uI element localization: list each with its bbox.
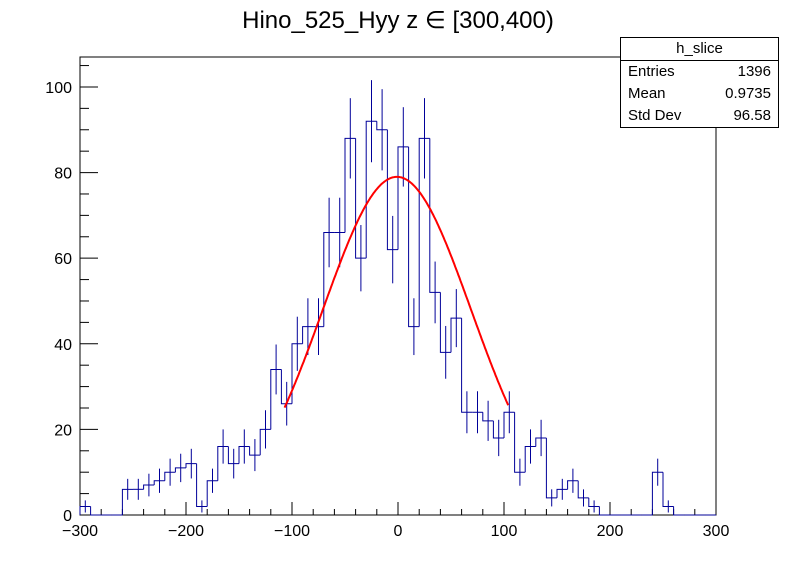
histogram-bin [492, 420, 504, 439]
stats-value: 0.9735 [725, 85, 771, 102]
histogram-bin [545, 437, 557, 499]
histogram-bin [280, 369, 292, 405]
histogram-bin [651, 471, 663, 515]
y-tick-label: 80 [54, 166, 72, 183]
histogram-bin [121, 488, 133, 515]
stats-row-entries: Entries 1396 [621, 61, 778, 83]
histogram-bin [323, 231, 335, 327]
histogram-bin [408, 146, 420, 328]
stats-row-stddev: Std Dev 96.58 [621, 105, 778, 127]
histogram-bin [365, 120, 377, 259]
histogram-bin [386, 129, 398, 251]
histogram-bin [418, 137, 430, 327]
y-tick-label: 40 [54, 337, 72, 354]
histogram-bin [206, 480, 218, 507]
histogram-bin [598, 506, 610, 516]
histogram-bin [673, 506, 685, 516]
histogram-bin [174, 467, 186, 473]
histogram-bin [514, 412, 526, 473]
histogram-bin [577, 480, 589, 499]
y-tick-label: 0 [63, 508, 72, 525]
histogram-bin [588, 497, 600, 507]
stats-value: 96.58 [733, 107, 771, 124]
stats-box-title: h_slice [621, 38, 778, 61]
histogram-bin [217, 446, 229, 481]
y-tick-label: 20 [54, 422, 72, 439]
x-tick-label: −200 [168, 523, 204, 540]
histogram-bin [376, 121, 388, 131]
chart-title: Hino_525_Hyy z ∈ [300,400) [242, 7, 554, 34]
x-tick-label: 200 [597, 523, 624, 540]
histogram-bin [344, 137, 356, 233]
histogram-bin [164, 471, 176, 481]
histogram-bin [439, 292, 451, 353]
stats-value: 1396 [737, 63, 771, 80]
histogram-bin [238, 446, 250, 464]
histogram-bin [143, 484, 155, 490]
histogram-bin [556, 488, 568, 498]
x-tick-label: 300 [703, 523, 730, 540]
x-tick-label: 0 [394, 523, 403, 540]
histogram-bin [482, 412, 494, 422]
histogram-bin [355, 138, 367, 259]
histogram-bin [259, 428, 271, 456]
histogram-bin [662, 472, 674, 507]
stats-box: h_slice Entries 1396 Mean 0.9735 Std Dev… [620, 37, 779, 128]
histogram-bin [90, 506, 102, 516]
histogram-bin [429, 138, 441, 293]
histogram-bin [196, 463, 208, 507]
gaussian-fit-curve [283, 175, 510, 408]
stats-label: Entries [628, 63, 675, 80]
x-tick-label: −100 [274, 523, 310, 540]
histogram-bin [153, 480, 165, 486]
histogram-bin [503, 411, 515, 438]
histogram-bin [461, 318, 473, 413]
histogram-bin [450, 317, 462, 353]
histogram-bin [79, 505, 91, 515]
stats-label: Mean [628, 85, 666, 102]
histogram-bin [524, 446, 536, 473]
histogram-bin [185, 463, 197, 468]
histogram-bin [302, 326, 314, 344]
x-tick-label: −300 [62, 523, 98, 540]
y-tick-label: 60 [54, 251, 72, 268]
histogram-bin [397, 146, 409, 250]
histogram-bin [227, 446, 239, 465]
stats-label: Std Dev [628, 107, 682, 124]
histogram-bin [249, 446, 261, 456]
y-tick-label: 100 [45, 80, 72, 97]
x-tick-label: 100 [491, 523, 518, 540]
histogram-bin [291, 343, 303, 404]
stats-row-mean: Mean 0.9735 [621, 83, 778, 105]
histogram-bin [567, 480, 579, 490]
histogram-bin [535, 437, 547, 447]
histogram-bin [270, 368, 282, 430]
